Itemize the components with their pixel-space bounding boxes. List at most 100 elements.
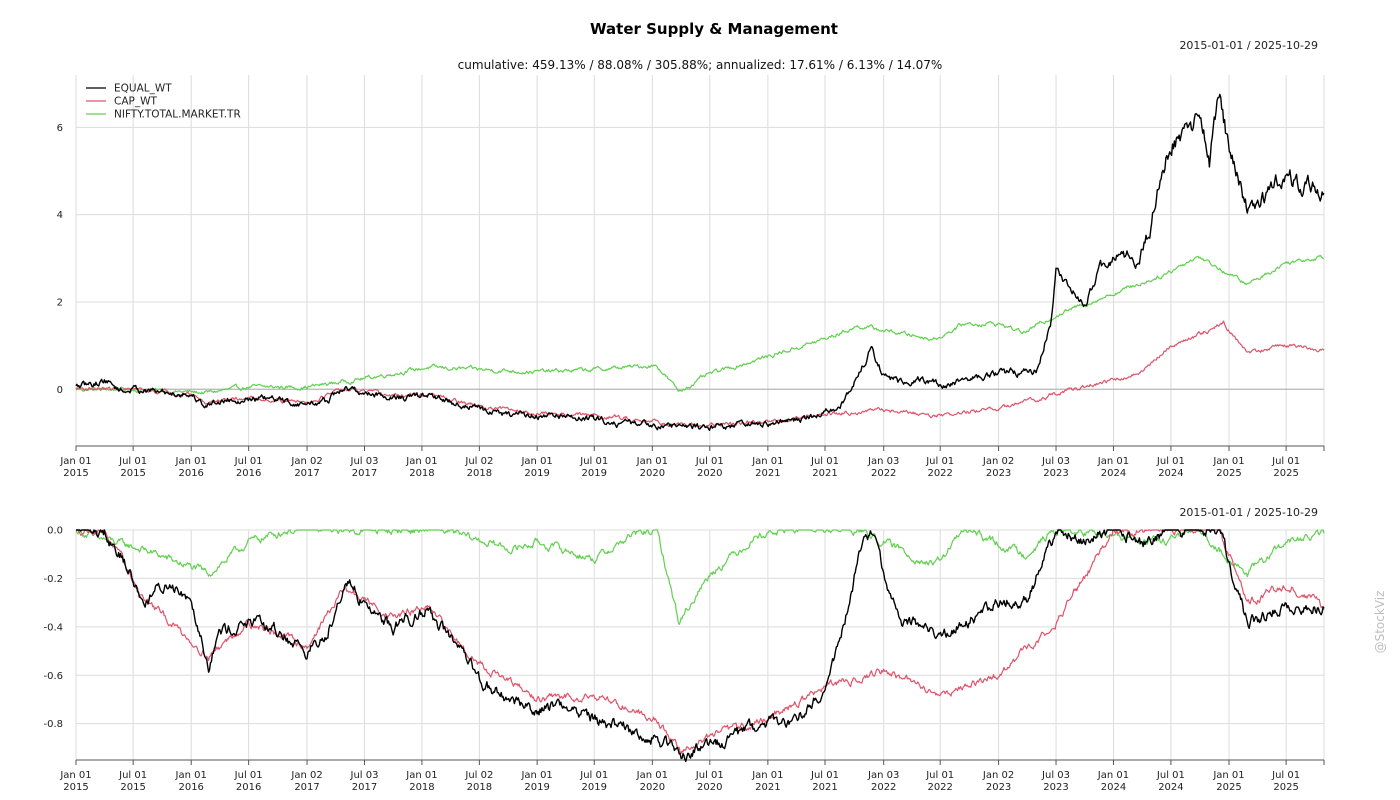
x-tick-label: Jan 01: [751, 770, 783, 781]
top-series: [75, 93, 1325, 431]
watermark: @StockViz: [1373, 591, 1387, 654]
x-tick-year: 2025: [1273, 468, 1298, 479]
x-tick-year: 2024: [1158, 468, 1183, 479]
x-tick-year: 2015: [120, 468, 145, 479]
x-tick-year: 2019: [524, 468, 549, 479]
x-tick-year: 2022: [871, 782, 896, 793]
x-tick-year: 2020: [640, 782, 665, 793]
x-tick-year: 2015: [120, 782, 145, 793]
x-tick-label: Jan 01: [1097, 456, 1129, 467]
series-line-nifty: [75, 254, 1325, 395]
x-tick-year: 2016: [236, 782, 261, 793]
series-line-equal-wt: [76, 529, 1325, 763]
y-tick-label: 2: [57, 297, 63, 308]
x-tick-year: 2025: [1216, 782, 1241, 793]
x-tick-label: Jan 01: [636, 456, 668, 467]
series-line-nifty: [75, 529, 1325, 626]
x-tick-year: 2021: [812, 468, 837, 479]
x-tick-label: Jan 01: [1212, 770, 1244, 781]
x-tick-label: Jan 01: [59, 770, 91, 781]
x-tick-year: 2021: [755, 468, 780, 479]
x-tick-label: Jul 03: [1041, 456, 1070, 467]
y-tick-label: 0.0: [47, 526, 63, 537]
top-grid: [75, 75, 1325, 446]
chart-title: Water Supply & Management: [590, 20, 838, 38]
chart-subtitle: cumulative: 459.13% / 88.08% / 305.88%; …: [458, 58, 943, 72]
x-tick-label: Jan 01: [1097, 770, 1129, 781]
x-tick-label: Jan 01: [520, 770, 552, 781]
x-tick-year: 2022: [871, 468, 896, 479]
series-line-equal-wt: [75, 93, 1325, 431]
x-tick-label: Jan 01: [175, 456, 207, 467]
x-tick-year: 2018: [467, 782, 492, 793]
x-tick-label: Jan 03: [867, 770, 899, 781]
legend-label-equal-wt: EQUAL_WT: [114, 83, 172, 95]
x-tick-year: 2023: [986, 468, 1011, 479]
x-tick-label: Jan 01: [405, 770, 437, 781]
x-tick-year: 2025: [1273, 782, 1298, 793]
x-tick-year: 2021: [755, 782, 780, 793]
x-tick-label: Jul 01: [925, 456, 954, 467]
x-tick-label: Jul 01: [810, 456, 839, 467]
x-tick-year: 2016: [178, 468, 203, 479]
x-tick-label: Jul 03: [350, 456, 379, 467]
x-tick-label: Jan 03: [867, 456, 899, 467]
top-y-ticks: 6 4 2 0: [57, 123, 63, 396]
x-tick-label: Jul 01: [118, 456, 147, 467]
x-tick-year: 2023: [1043, 468, 1068, 479]
x-tick-year: 2023: [1043, 782, 1068, 793]
x-tick-year: 2023: [986, 782, 1011, 793]
x-tick-year: 2019: [524, 782, 549, 793]
x-tick-year: 2024: [1101, 468, 1126, 479]
legend-label-nifty: NIFTY.TOTAL.MARKET.TR: [114, 109, 241, 121]
x-tick-label: Jan 01: [636, 770, 668, 781]
x-tick-year: 2025: [1216, 468, 1241, 479]
y-tick-label: -0.4: [43, 622, 63, 633]
x-tick-label: Jul 01: [925, 770, 954, 781]
x-tick-year: 2015: [63, 782, 88, 793]
x-tick-label: Jan 01: [520, 456, 552, 467]
x-tick-label: Jan 02: [982, 770, 1014, 781]
y-tick-label: 0: [57, 385, 63, 396]
x-tick-label: Jan 02: [982, 456, 1014, 467]
x-tick-year: 2022: [927, 782, 952, 793]
x-tick-label: Jan 01: [1212, 456, 1244, 467]
x-tick-label: Jul 01: [234, 770, 263, 781]
y-tick-label: 4: [57, 210, 63, 221]
x-tick-label: Jan 01: [59, 456, 91, 467]
x-tick-year: 2018: [409, 468, 434, 479]
x-tick-label: Jul 02: [464, 770, 493, 781]
x-tick-year: 2020: [697, 468, 722, 479]
x-tick-year: 2024: [1158, 782, 1183, 793]
x-tick-label: Jul 01: [579, 770, 608, 781]
x-tick-label: Jul 01: [118, 770, 147, 781]
x-tick-year: 2016: [236, 468, 261, 479]
x-tick-year: 2017: [294, 468, 319, 479]
x-tick-label: Jul 01: [579, 456, 608, 467]
x-tick-label: Jan 02: [290, 456, 322, 467]
series-line-cap-wt: [76, 529, 1325, 754]
y-tick-label: -0.2: [43, 574, 63, 585]
x-tick-label: Jan 01: [751, 456, 783, 467]
x-tick-year: 2019: [582, 782, 607, 793]
x-tick-year: 2016: [178, 782, 203, 793]
y-tick-label: -0.6: [43, 671, 63, 682]
x-tick-label: Jul 01: [1271, 770, 1300, 781]
x-tick-label: Jul 01: [1271, 456, 1300, 467]
x-tick-year: 2021: [812, 782, 837, 793]
x-tick-year: 2017: [294, 782, 319, 793]
x-tick-label: Jul 01: [695, 770, 724, 781]
x-tick-year: 2019: [582, 468, 607, 479]
x-tick-label: Jul 01: [810, 770, 839, 781]
x-tick-year: 2022: [927, 468, 952, 479]
bottom-grid: [75, 529, 1325, 760]
series-line-cap-wt: [75, 320, 1325, 428]
x-tick-label: Jan 02: [290, 770, 322, 781]
x-tick-label: Jan 01: [175, 770, 207, 781]
x-tick-label: Jan 01: [405, 456, 437, 467]
x-tick-label: Jul 01: [234, 456, 263, 467]
x-tick-label: Jul 03: [1041, 770, 1070, 781]
